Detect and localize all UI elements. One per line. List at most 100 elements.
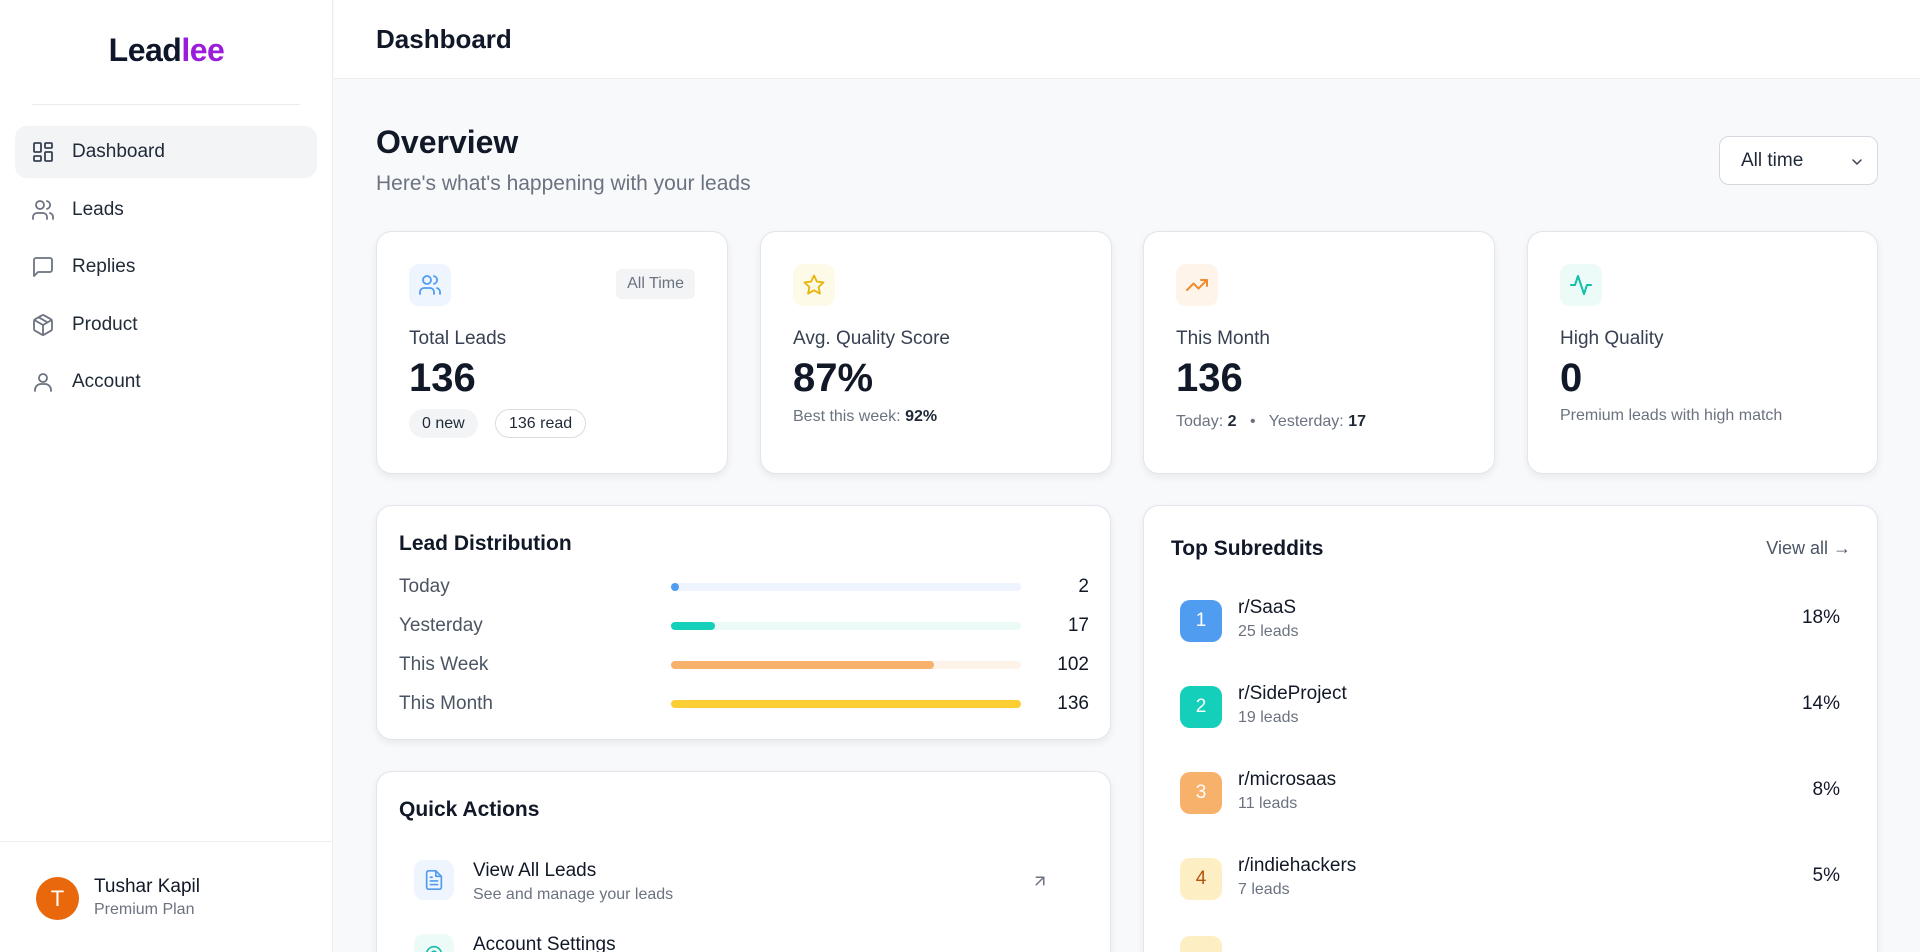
all-time-badge: All Time	[616, 269, 695, 299]
distribution-bar-fill	[671, 661, 934, 669]
user-plan: Premium Plan	[94, 901, 195, 918]
sidebar-item-label: Account	[72, 371, 141, 392]
subreddit-name: r/microsaas	[1238, 769, 1337, 790]
stat-label: High Quality	[1560, 328, 1664, 349]
overview-subtitle: Here's what's happening with your leads	[376, 172, 751, 195]
read-leads-pill[interactable]: 136 read	[495, 409, 587, 438]
stat-value: 87%	[793, 356, 874, 400]
separator-dot: •	[1249, 413, 1256, 430]
subreddit-name: r/SaaS	[1238, 597, 1297, 618]
quick-action-account-settings[interactable]: Account Settings	[397, 922, 1087, 952]
lead-distribution-card: Lead Distribution Today 2 Yesterday 17 This …	[376, 505, 1111, 740]
sidebar-item-label: Replies	[72, 256, 136, 277]
subreddit-row[interactable]: 3 r/microsaas 11 leads 8%	[1180, 764, 1840, 824]
subreddit-name: r/SideProject	[1238, 683, 1347, 704]
stat-card-quality-score: Avg. Quality Score 87% Best this week: 9…	[760, 231, 1112, 474]
top-subreddits-card: Top Subreddits View all → 1 r/SaaS 25 lead…	[1143, 505, 1878, 952]
distribution-value: 2	[1078, 576, 1089, 597]
new-leads-pill[interactable]: 0 new	[409, 409, 478, 438]
subreddit-percent: 8%	[1812, 779, 1840, 800]
brand-logo-part2: lee	[181, 32, 225, 68]
time-range-select[interactable]: All time	[1719, 136, 1878, 185]
sidebar-item-account[interactable]: Account	[15, 356, 317, 408]
quick-actions-title: Quick Actions	[399, 798, 540, 821]
subreddit-name: r/indiehackers	[1238, 855, 1357, 876]
sidebar-item-dashboard[interactable]: Dashboard	[15, 126, 317, 178]
subreddit-rank-badge	[1180, 936, 1222, 952]
stat-value: 136	[1176, 356, 1243, 400]
distribution-value: 102	[1057, 654, 1089, 675]
package-box-icon	[33, 313, 53, 336]
distribution-bar-track	[671, 700, 1021, 708]
quick-action-view-all-leads[interactable]: View All Leads See and manage your leads	[397, 848, 1087, 914]
view-all-link[interactable]: View all →	[1766, 538, 1851, 558]
subreddit-row[interactable]: 2 r/SideProject 19 leads 14%	[1180, 678, 1840, 738]
sidebar-item-product[interactable]: Product	[15, 299, 317, 351]
subreddit-rank-badge: 2	[1180, 686, 1222, 728]
subreddit-rank-badge: 1	[1180, 600, 1222, 642]
subreddit-percent: 5%	[1812, 865, 1840, 886]
distribution-bar-fill	[671, 583, 679, 591]
subreddit-rank-badge: 4	[1180, 858, 1222, 900]
today-value: 2	[1227, 413, 1237, 430]
distribution-row: Today 2	[399, 572, 1089, 602]
distribution-label: Yesterday	[399, 615, 483, 636]
best-this-week: Best this week: 92%	[793, 408, 937, 426]
brand-logo[interactable]: Leadlee	[0, 32, 333, 69]
message-square-icon	[33, 257, 53, 277]
top-subreddits-title: Top Subreddits	[1171, 537, 1324, 560]
user-profile[interactable]: T Tushar Kapil Premium Plan	[0, 841, 333, 952]
best-this-week-value: 92%	[905, 408, 938, 425]
subreddit-leads: 11 leads	[1238, 795, 1298, 812]
quick-action-title: View All Leads	[473, 860, 597, 881]
distribution-bar-track	[671, 583, 1021, 591]
chevron-down-icon	[1852, 159, 1862, 165]
quick-action-title: Account Settings	[473, 934, 616, 952]
distribution-label: This Month	[399, 693, 493, 714]
best-this-week-label: Best this week:	[793, 408, 901, 425]
yesterday-label: Yesterday:	[1268, 413, 1344, 430]
stat-label: Total Leads	[409, 328, 507, 349]
subreddit-row[interactable]: 4 r/indiehackers 7 leads 5%	[1180, 850, 1840, 910]
distribution-value: 136	[1057, 693, 1089, 714]
subreddit-row[interactable]	[1180, 928, 1840, 952]
page-title: Dashboard	[376, 24, 512, 54]
star-icon	[793, 264, 835, 306]
sidebar-item-replies[interactable]: Replies	[15, 241, 317, 293]
time-range-value: All time	[1741, 149, 1804, 171]
distribution-label: This Week	[399, 654, 489, 675]
avatar[interactable]: T	[36, 877, 79, 920]
distribution-bar-track	[671, 661, 1021, 669]
stat-card-total-leads: All Time Total Leads 136 0 new 136 read	[376, 231, 728, 474]
dashboard-grid-icon	[33, 142, 53, 162]
overview-title: Overview	[376, 124, 519, 160]
sidebar-item-leads[interactable]: Leads	[15, 184, 317, 236]
arrow-up-right-icon	[1035, 876, 1045, 886]
distribution-label: Today	[399, 576, 450, 597]
user-icon	[34, 373, 52, 392]
subreddit-percent: 14%	[1801, 693, 1840, 714]
yesterday-value: 17	[1348, 413, 1366, 430]
trending-up-icon	[1176, 264, 1218, 306]
quick-actions-card: Quick Actions View All Leads See and man…	[376, 771, 1111, 952]
distribution-value: 17	[1067, 615, 1089, 636]
stat-value: 0	[1560, 356, 1583, 400]
settings-icon	[414, 934, 454, 952]
stat-card-this-month: This Month 136 Today: 2 • Yesterday: 17	[1143, 231, 1495, 474]
stat-label: This Month	[1176, 328, 1270, 349]
user-name: Tushar Kapil	[94, 876, 200, 897]
stat-label: Avg. Quality Score	[793, 328, 951, 349]
stat-value: 136	[409, 356, 476, 400]
lead-distribution-title: Lead Distribution	[399, 532, 572, 555]
distribution-row: This Week 102	[399, 650, 1089, 680]
activity-pulse-icon	[1560, 264, 1602, 306]
sidebar-nav: Dashboard Leads Replies Product Account	[15, 126, 317, 414]
subreddit-row[interactable]: 1 r/SaaS 25 leads 18%	[1180, 592, 1840, 652]
subreddit-rank-badge: 3	[1180, 772, 1222, 814]
quick-action-subtitle: See and manage your leads	[473, 886, 674, 903]
distribution-bar-fill	[671, 622, 715, 630]
subreddit-leads: 7 leads	[1238, 881, 1290, 898]
distribution-bar-fill	[671, 700, 1021, 708]
sidebar-item-label: Dashboard	[72, 141, 165, 162]
users-icon	[409, 264, 451, 306]
